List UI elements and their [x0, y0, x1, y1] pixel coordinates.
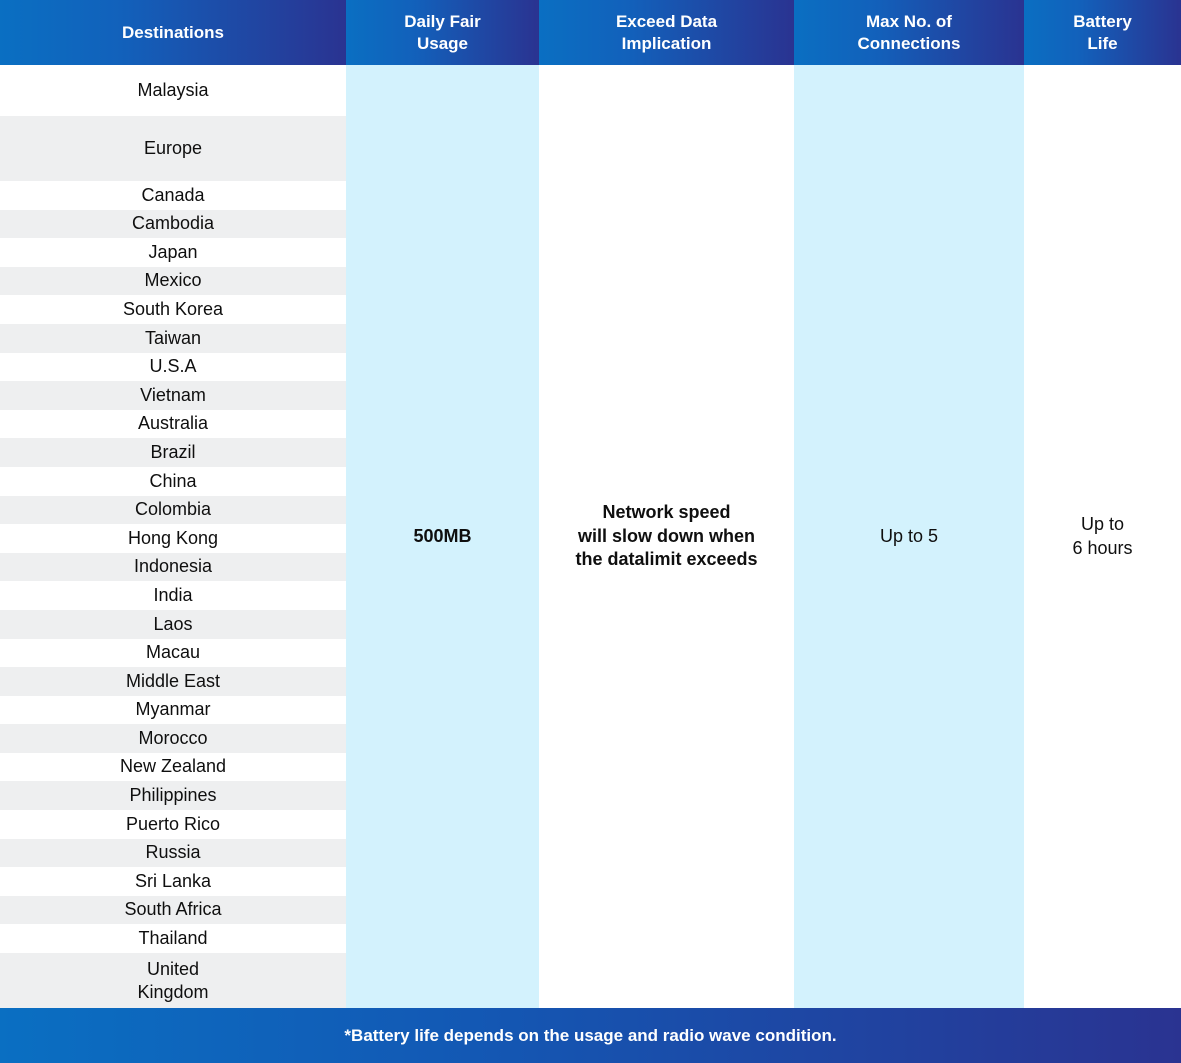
- destination-label: Colombia: [134, 499, 212, 520]
- footer-note: *Battery life depends on the usage and r…: [0, 1008, 1181, 1063]
- exceed-data-implication-value: Network speed will slow down when the da…: [575, 501, 757, 572]
- destination-label: Myanmar: [135, 699, 211, 720]
- column-header-destinations-label: Destinations: [121, 22, 225, 42]
- header-line-2: Life: [1087, 33, 1118, 53]
- destination-row: Japan: [0, 238, 346, 267]
- destination-label: Morocco: [138, 727, 208, 748]
- header-line-1: Max No. of: [866, 12, 952, 32]
- destination-label: Cambodia: [131, 213, 215, 234]
- destination-row: Middle East: [0, 667, 346, 696]
- destination-row: Puerto Rico: [0, 810, 346, 839]
- destination-label: Brazil: [150, 441, 196, 462]
- battery-life-value: Up to 6 hours: [1072, 513, 1132, 561]
- table-header-row: Destinations Daily Fair Usage Exceed Dat…: [0, 0, 1181, 65]
- destination-row: Europe: [0, 116, 346, 181]
- column-header-battery-life-label: Battery Life: [1073, 11, 1132, 54]
- destination-row: Sri Lanka: [0, 867, 346, 896]
- header-line-2: Connections: [857, 33, 961, 53]
- column-header-max-connections-label: Max No. of Connections: [858, 11, 961, 54]
- destination-row: Taiwan: [0, 323, 346, 353]
- destination-row: Mexico: [0, 266, 346, 296]
- destination-label: India: [153, 584, 193, 605]
- destination-row: India: [0, 581, 346, 610]
- header-line-1: Battery: [1073, 12, 1132, 32]
- column-header-daily-fair-usage: Daily Fair Usage: [346, 0, 539, 65]
- column-header-max-connections: Max No. of Connections: [794, 0, 1024, 65]
- destination-row: Malaysia: [0, 65, 346, 116]
- destination-label: Middle East: [125, 670, 221, 691]
- destination-row: Colombia: [0, 495, 346, 525]
- daily-fair-usage-value: 500MB: [413, 525, 472, 546]
- header-line-2: Usage: [416, 33, 468, 53]
- destination-row: Myanmar: [0, 696, 346, 725]
- header-line-1: Exceed Data: [615, 12, 718, 32]
- column-header-battery-life: Battery Life: [1024, 0, 1181, 65]
- max-connections-value: Up to 5: [879, 525, 939, 546]
- destination-label: Malaysia: [137, 79, 209, 100]
- destination-row: Cambodia: [0, 209, 346, 239]
- destination-label: Thailand: [138, 928, 208, 949]
- destination-row: South Africa: [0, 895, 346, 925]
- destination-label: Vietnam: [140, 384, 206, 405]
- destination-label: Philippines: [129, 785, 217, 806]
- destination-label: South Korea: [122, 298, 224, 319]
- column-header-exceed-data-implication-label: Exceed Data Implication: [616, 11, 717, 54]
- destination-label: New Zealand: [119, 756, 227, 777]
- destination-row: Indonesia: [0, 552, 346, 582]
- destination-label: U.S.A: [149, 356, 197, 377]
- battery-line-2: 6 hours: [1072, 537, 1133, 558]
- destination-label: Puerto Rico: [125, 813, 221, 834]
- column-header-exceed-data-implication: Exceed Data Implication: [539, 0, 794, 65]
- destination-label: South Africa: [124, 899, 222, 920]
- cell-daily-fair-usage: 500MB: [346, 65, 539, 1008]
- destination-row: Russia: [0, 838, 346, 868]
- destination-label: Sri Lanka: [134, 870, 212, 891]
- destination-label: China: [149, 470, 197, 491]
- destination-label: Australia: [137, 413, 209, 434]
- destination-row: Brazil: [0, 438, 346, 467]
- destination-row: New Zealand: [0, 753, 346, 782]
- destination-label: Russia: [145, 842, 201, 863]
- destination-label: Mexico: [144, 270, 202, 291]
- destination-row: South Korea: [0, 295, 346, 324]
- destination-row: Australia: [0, 410, 346, 439]
- destination-row: U.S.A: [0, 353, 346, 382]
- header-line-1: Daily Fair: [404, 12, 481, 32]
- cell-max-connections: Up to 5: [794, 65, 1024, 1008]
- destination-row: Macau: [0, 639, 346, 668]
- footer-note-text: *Battery life depends on the usage and r…: [344, 1025, 837, 1045]
- destination-label: Taiwan: [144, 327, 202, 348]
- destination-label: Hong Kong: [127, 527, 219, 548]
- destination-label: Indonesia: [133, 556, 213, 577]
- destination-row: Morocco: [0, 724, 346, 753]
- cell-exceed-data-implication: Network speed will slow down when the da…: [539, 65, 794, 1008]
- column-header-destinations: Destinations: [0, 0, 346, 65]
- table-body: Malaysia Europe Canada Cambodia Japan Mexico S…: [0, 65, 1181, 1010]
- destination-label: United Kingdom: [137, 958, 209, 1003]
- destination-row: China: [0, 467, 346, 496]
- column-header-daily-fair-usage-label: Daily Fair Usage: [404, 11, 481, 54]
- destination-label: Laos: [153, 613, 193, 634]
- destination-row: United Kingdom: [0, 953, 346, 1010]
- destination-label: Canada: [141, 184, 205, 205]
- destination-row: Hong Kong: [0, 524, 346, 553]
- destination-row: Vietnam: [0, 381, 346, 410]
- destination-row: Philippines: [0, 781, 346, 811]
- destination-row: Laos: [0, 609, 346, 639]
- destination-row: Thailand: [0, 924, 346, 953]
- destination-row: Canada: [0, 181, 346, 210]
- destination-label: Macau: [145, 642, 201, 663]
- battery-line-1: Up to: [1080, 513, 1124, 534]
- exceed-line-2: will slow down when: [577, 525, 755, 546]
- exceed-line-3: the datalimit exceeds: [575, 549, 758, 570]
- exceed-line-1: Network speed: [602, 501, 731, 522]
- cell-battery-life: Up to 6 hours: [1024, 65, 1181, 1008]
- destination-label: Japan: [148, 241, 198, 262]
- destinations-column: Malaysia Europe Canada Cambodia Japan Mexico S…: [0, 65, 346, 1010]
- header-line-2: Implication: [621, 33, 712, 53]
- destination-label: Europe: [143, 137, 203, 158]
